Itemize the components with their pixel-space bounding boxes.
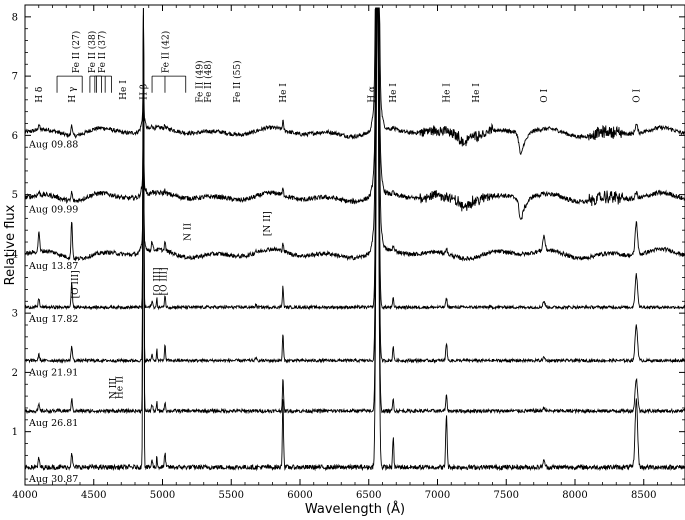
line-id-label: [O III] [159, 267, 169, 295]
spectrum-line [24, 7, 685, 220]
spectra-series: Aug 09.88 Aug 09.99 Aug 13.87 Aug 17.82 Aug … [24, 7, 685, 485]
spectrum-line [24, 7, 685, 415]
spectrum-line [24, 7, 685, 262]
line-id-label: O I [632, 89, 642, 103]
x-tick-label: 5500 [219, 490, 244, 501]
y-tick-label: 4 [12, 249, 18, 260]
y-axis-title: Relative flux [3, 204, 18, 285]
y-tick-label: 5 [12, 190, 18, 201]
x-tick-label: 8500 [631, 490, 656, 501]
date-label: Aug 17.82 [28, 314, 78, 325]
line-id-label: H α [368, 86, 378, 103]
fe-label: Fe II (49) [195, 60, 206, 102]
spectrum-line [24, 7, 685, 156]
line-id-label: He I [389, 83, 399, 103]
line-id-label: He I [119, 80, 129, 100]
line-identifications: H δ H γ He I H β He I H α He I He I He I O I O I Fe… [35, 31, 642, 399]
fe-group-label: Fe II (42) [160, 31, 171, 73]
line-id-label: [N II] [263, 211, 273, 236]
y-tick-label: 3 [12, 309, 18, 320]
x-tick-label: 4000 [12, 490, 37, 501]
y-tick-label: 1 [12, 427, 18, 438]
spectrum-line [24, 7, 685, 472]
x-tick-label: 6500 [356, 490, 381, 501]
fe-label: Fe II (48) [203, 60, 214, 102]
fe-label: Fe II (55) [232, 60, 243, 102]
date-label: Aug 13.87 [28, 261, 78, 272]
x-axis-title: Wavelength (Å) [305, 501, 405, 517]
axis-ticks: 4000 4500 5000 5500 6000 6500 7000 7500 8000 8500… [12, 5, 685, 501]
spectrum-line [24, 7, 685, 364]
x-tick-label: 7000 [425, 490, 450, 501]
line-id-label: He I [442, 83, 452, 103]
x-tick-label: 4500 [81, 490, 106, 501]
line-id-label: He II [115, 375, 125, 399]
line-id-label: [O III] [153, 267, 163, 295]
x-tick-label: 8000 [562, 490, 587, 501]
line-id-label: O I [540, 89, 550, 103]
y-tick-label: 8 [12, 12, 18, 23]
y-tick-label: 2 [12, 368, 18, 379]
date-label: Aug 21.91 [28, 368, 78, 379]
date-label: Aug 09.88 [28, 139, 78, 150]
line-id-label: N III [109, 377, 119, 399]
line-id-label: N II [183, 223, 193, 241]
fe-group-label: Fe II (27) [71, 31, 82, 73]
y-tick-label: 6 [12, 131, 18, 142]
line-id-label: He I [279, 83, 289, 103]
line-id-label: H β [139, 84, 149, 100]
spectrum-line [24, 7, 685, 311]
x-tick-label: 5000 [150, 490, 175, 501]
x-tick-label: 7500 [494, 490, 519, 501]
x-tick-label: 6000 [287, 490, 312, 501]
line-id-label: He I [472, 83, 482, 103]
date-label: Aug 26.81 [28, 418, 78, 429]
line-id-label: [O III] [71, 270, 81, 298]
fe-group-label: Fe II (37) [97, 31, 108, 73]
fe-group-label: Fe II (38) [87, 31, 98, 73]
y-tick-label: 7 [12, 72, 18, 83]
date-label: Aug 09.99 [28, 205, 78, 216]
line-id-label: H γ [68, 87, 78, 103]
date-label: Aug 30.87 [28, 474, 78, 485]
line-id-label: H δ [35, 87, 45, 103]
